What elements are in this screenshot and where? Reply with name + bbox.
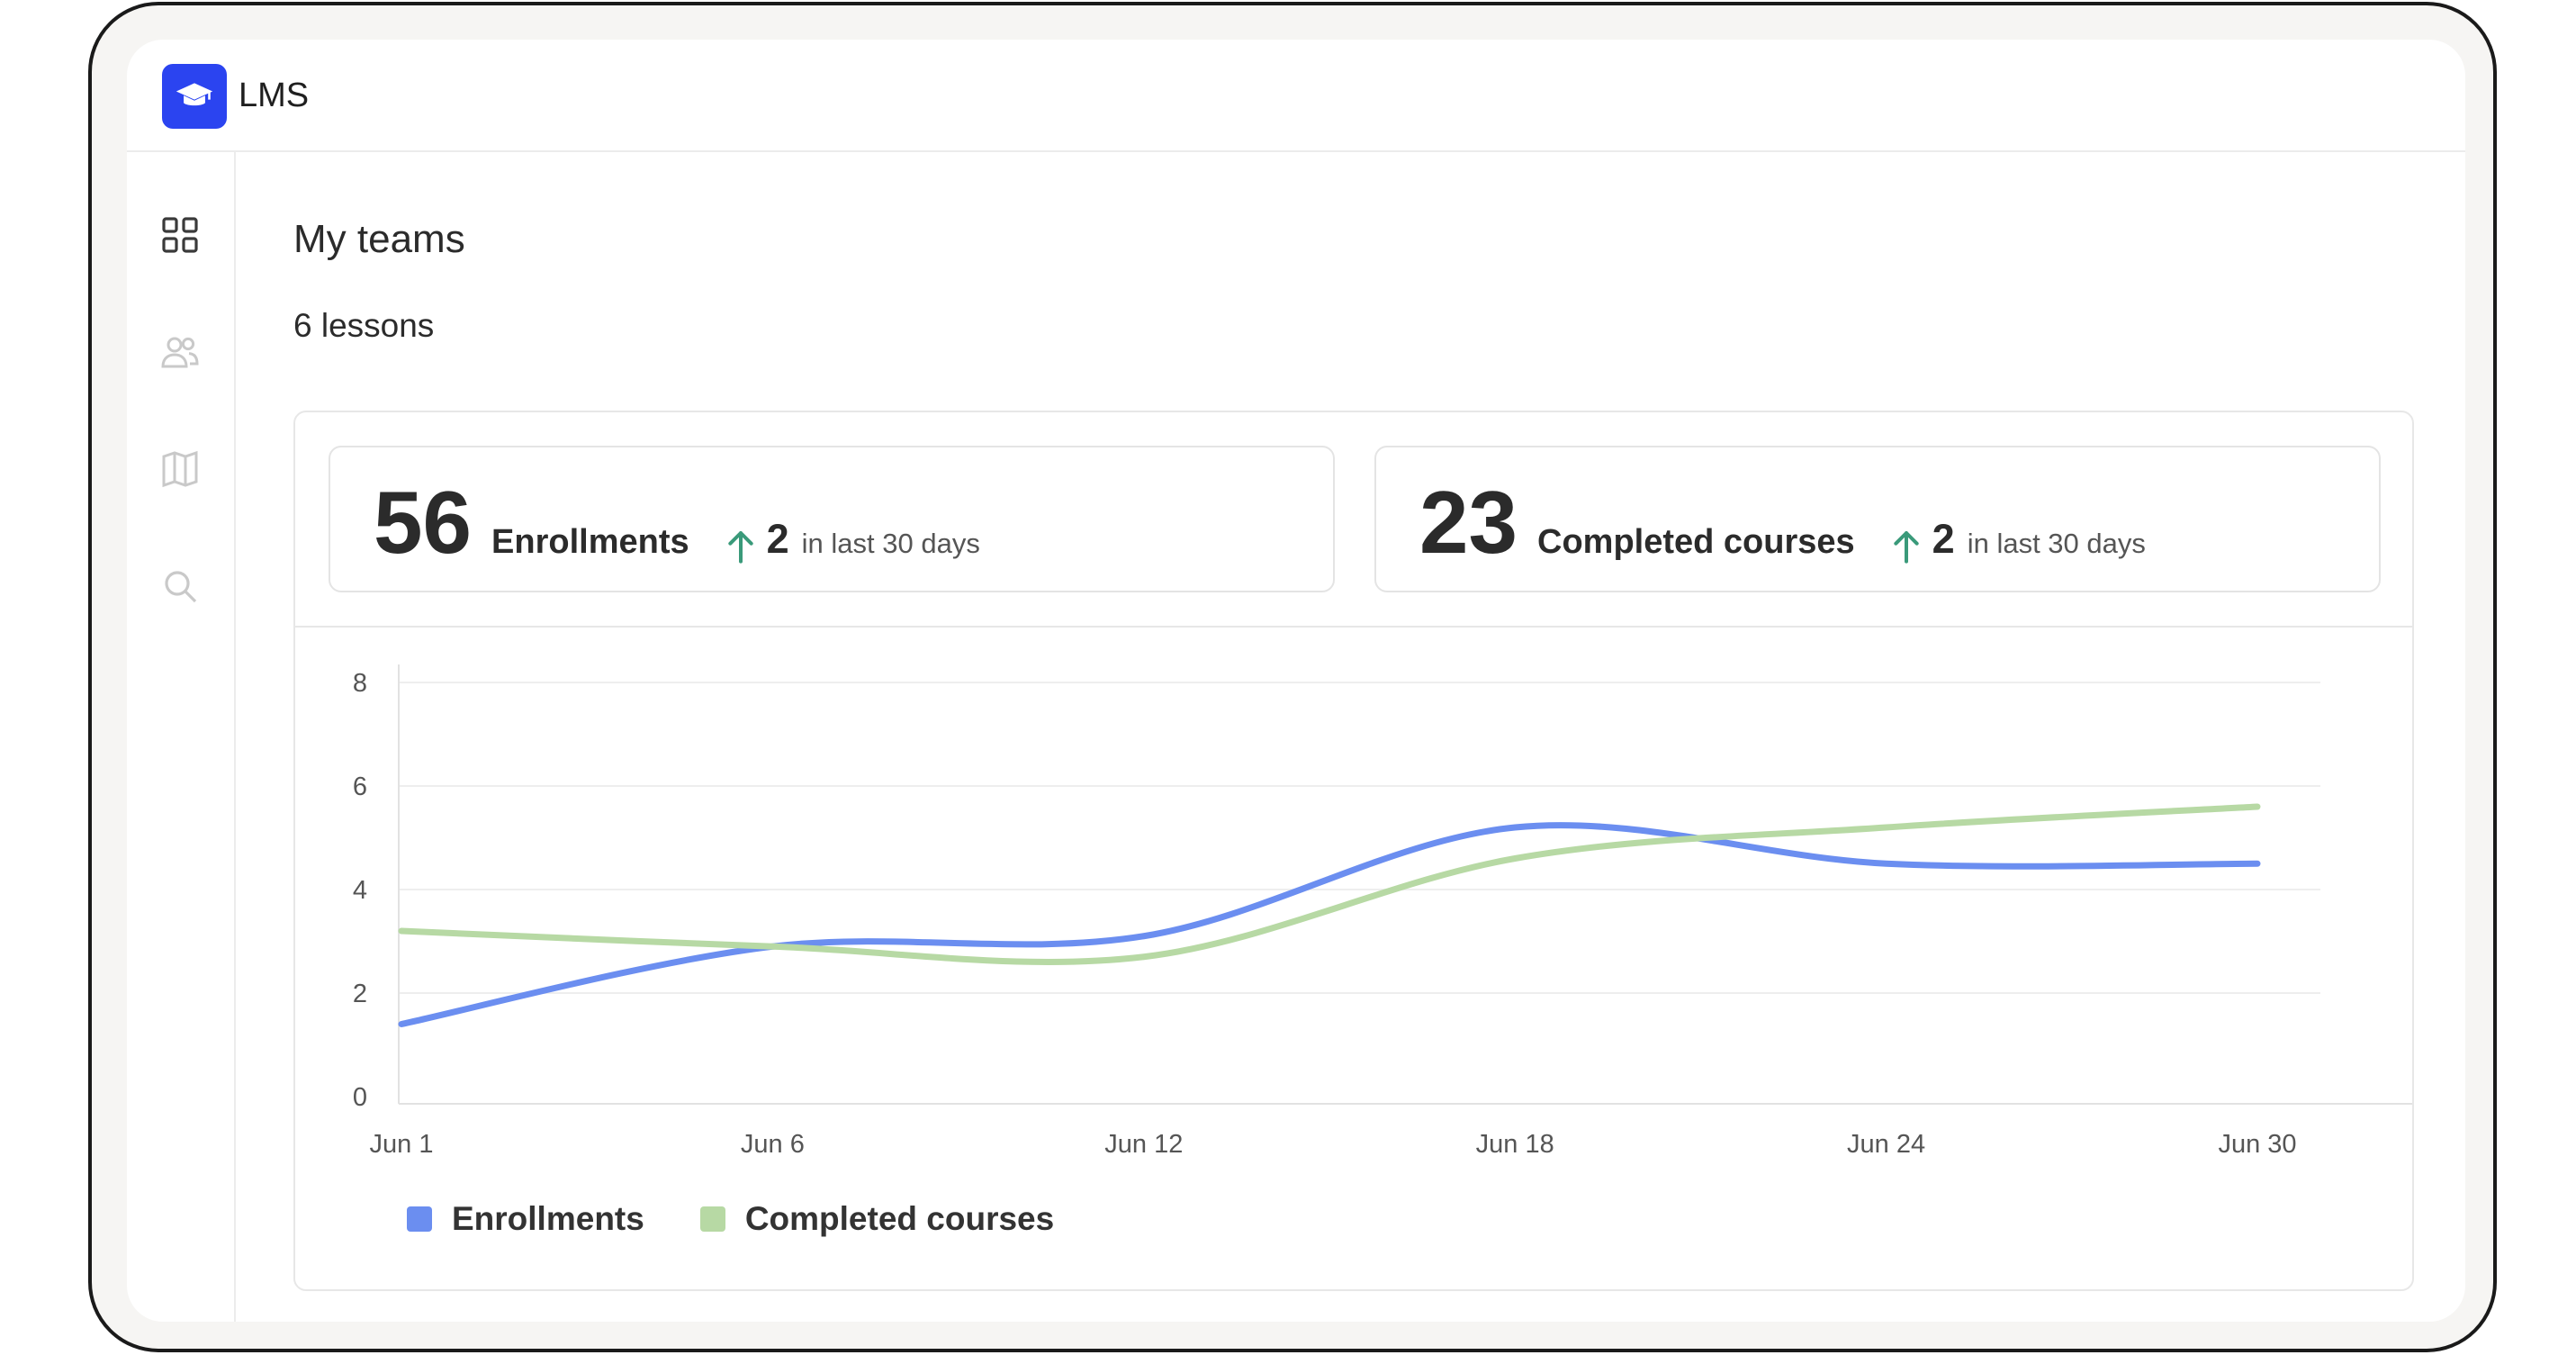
page-title: My teams: [293, 217, 465, 261]
series-line-enrollments: [398, 822, 2261, 1027]
legend-label: Completed courses: [744, 1200, 1055, 1237]
enrollments-label: Enrollments: [491, 523, 689, 561]
x-tick-label: Jun 30: [2218, 1130, 2296, 1159]
enrollments-card: 56 Enrollments 2 in last 30 days: [329, 446, 1335, 592]
x-tick-label: Jun 24: [1847, 1130, 1925, 1159]
main-content: My teams 6 lessons 56 Enrollments 2 in l…: [236, 152, 2465, 1322]
users-icon[interactable]: [158, 330, 202, 374]
arrow-up-icon: [727, 531, 753, 564]
legend-label: Enrollments: [452, 1200, 644, 1237]
stats-panel: 56 Enrollments 2 in last 30 days 2: [293, 411, 2414, 1291]
enrollments-trend-value: 2: [766, 516, 789, 562]
search-icon[interactable]: [158, 565, 202, 608]
x-tick-label: Jun 6: [741, 1130, 805, 1159]
legend-item[interactable]: Completed courses: [699, 1200, 1055, 1238]
lessons-count: 6 lessons: [293, 307, 435, 344]
completed-trend-text: in last 30 days: [1967, 528, 2146, 559]
arrow-up-icon: [1894, 531, 1919, 564]
panel-divider: [295, 626, 2412, 628]
legend-swatch: [407, 1206, 432, 1232]
completed-courses-card: 23 Completed courses 2 in last 30 days: [1374, 446, 2381, 592]
y-tick-label: 2: [353, 980, 367, 1008]
top-bar: LMS: [127, 40, 2465, 152]
y-tick-label: 8: [353, 669, 367, 698]
y-tick-label: 4: [353, 876, 367, 905]
chart-legend: Enrollments Completed courses: [407, 1200, 1110, 1238]
y-tick-label: 6: [353, 772, 367, 801]
dashboard-grid-icon[interactable]: [158, 213, 202, 257]
graduation-cap-icon[interactable]: [162, 64, 227, 129]
completed-trend: 2 in last 30 days: [1891, 516, 2146, 565]
completed-trend-value: 2: [1932, 516, 1955, 562]
sidebar: [127, 152, 236, 1322]
device-frame: LMS: [88, 2, 2497, 1352]
enrollments-value: 56: [374, 473, 473, 572]
book-icon[interactable]: [158, 447, 202, 491]
completed-value: 23: [1419, 473, 1518, 572]
legend-swatch: [699, 1206, 725, 1232]
x-tick-label: Jun 12: [1104, 1130, 1183, 1159]
app-window: LMS: [127, 40, 2465, 1322]
enrollments-trend-text: in last 30 days: [801, 528, 980, 559]
series-line-completed-courses: [398, 803, 2261, 965]
completed-label: Completed courses: [1537, 523, 1855, 561]
x-tick-label: Jun 1: [370, 1130, 434, 1159]
line-chart: 0 2 4 6 8 Jun 1 Jun 6 Jun 12 Jun 18 Jun 24 Jun 30: [353, 664, 2412, 1159]
legend-item[interactable]: Enrollments: [407, 1200, 644, 1238]
app-title: LMS: [239, 77, 310, 114]
x-tick-label: Jun 18: [1476, 1130, 1554, 1159]
enrollments-trend: 2 in last 30 days: [725, 516, 980, 565]
y-tick-label: 0: [353, 1083, 367, 1112]
